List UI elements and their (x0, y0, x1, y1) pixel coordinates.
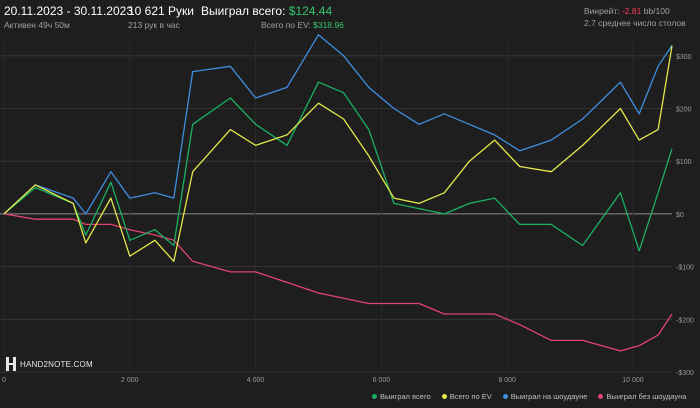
y-tick-label: -$300 (676, 370, 694, 377)
x-axis-labels: 0 2 000 4 000 6 000 8 000 10 000 (2, 377, 644, 384)
legend-label: Выиграл всего (380, 392, 431, 401)
winrate: Винрейт: -2.81 bb/100 (584, 6, 670, 16)
x-tick-label: 4 000 (247, 377, 265, 384)
series-line-2 (3, 34, 673, 215)
legend-label: Всего по EV (449, 392, 492, 401)
y-tick-label: $0 (676, 212, 684, 219)
legend-item: Выиграл всего (372, 392, 431, 401)
winrate-label: Винрейт: (584, 6, 620, 16)
series-line-3 (3, 213, 673, 352)
avg-tables: 2.7 среднее число столов (584, 18, 686, 28)
ev-total-label: Всего по EV: (261, 20, 311, 30)
y-axis-labels: $300 $200 $100 $0 -$100 -$200 -$300 (676, 54, 694, 377)
won-total-label: Выиграл всего: (201, 4, 286, 18)
x-tick-label: 2 000 (121, 377, 139, 384)
series-line-1 (3, 45, 673, 262)
logo-text: HAND2NOTE.COM (20, 359, 93, 369)
y-tick-label: $200 (676, 107, 692, 114)
x-tick-label: 6 000 (373, 377, 391, 384)
hand2note-logo: HAND2NOTE.COM (6, 357, 93, 371)
winrate-unit: bb/100 (643, 6, 670, 16)
legend-item: Всего по EV (441, 392, 492, 401)
x-tick-label: 8 000 (498, 377, 516, 384)
series-lines (3, 34, 673, 352)
y-tick-label: $300 (676, 54, 692, 61)
stats-header: 20.11.2023 - 30.11.2023 Активен 49ч 50м … (0, 0, 700, 36)
won-total-value: $124.44 (288, 4, 333, 18)
y-tick-label: -$100 (676, 265, 694, 272)
chart-legend: Выиграл всего Всего по EV Выиграл на шоуда… (372, 392, 697, 401)
date-range: 20.11.2023 - 30.11.2023 (4, 4, 133, 18)
legend-dot (372, 394, 377, 399)
legend-dot (598, 394, 604, 399)
legend-label: Выиграл на шоудауне (510, 392, 588, 401)
active-time: Активен 49ч 50м (4, 20, 70, 30)
legend-item: Выиграл на шоудауне (502, 392, 588, 401)
ev-total: Всего по EV: $318.96 (261, 20, 344, 30)
series-line-0 (3, 81, 673, 252)
y-tick-label: -$200 (676, 317, 694, 324)
x-tick-label: 10 000 (622, 377, 644, 384)
hands-count: 10 621 Руки (128, 4, 194, 18)
won-total: Выиграл всего: $124.44 (201, 4, 332, 18)
winrate-value: -2.81 (621, 6, 642, 16)
legend-label: Выиграл без шоудауна (606, 392, 687, 401)
logo-icon (6, 357, 16, 371)
legend-dot (502, 394, 508, 399)
x-tick-label: 0 (2, 377, 6, 384)
hands-per-hour: 213 рук в час (128, 20, 180, 30)
grid-lines (0, 40, 672, 373)
ev-total-value: $318.96 (313, 20, 344, 30)
y-tick-label: $100 (676, 159, 692, 166)
legend-item: Выиграл без шоудауна (598, 392, 686, 401)
legend-dot (441, 394, 447, 399)
